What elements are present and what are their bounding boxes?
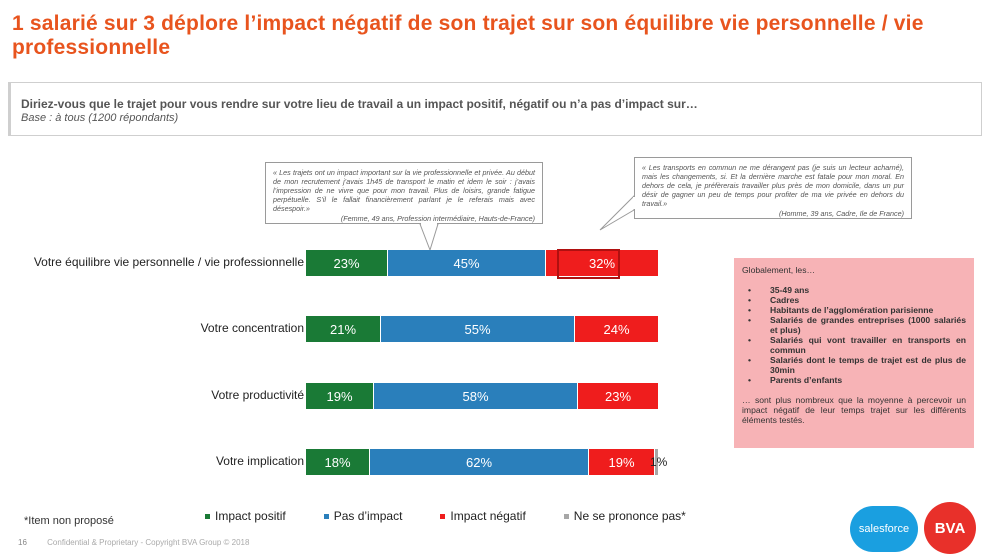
bar-no-answer — [654, 449, 658, 475]
bar-row: 21% 55% 24% — [306, 316, 658, 342]
bar-positive: 21% — [306, 316, 380, 342]
legend-swatch — [563, 513, 569, 519]
bar-negative: 32% — [545, 250, 658, 276]
legend-item: Pas d’impact — [323, 509, 403, 523]
bar-negative: 19% — [588, 449, 654, 475]
quote-author-2: (Homme, 39 ans, Cadre, Ile de France) — [778, 209, 904, 218]
insight-intro: Globalement, les… — [742, 265, 816, 275]
legend-item: Ne se prononce pas* — [563, 509, 686, 523]
highlight-frame — [557, 249, 620, 279]
copyright-text: Confidential & Proprietary - Copyright B… — [47, 538, 250, 547]
question-box: Diriez-vous que le trajet pour vous rend… — [8, 82, 982, 136]
bar-negative: 24% — [574, 316, 658, 342]
bar-no-impact: 55% — [380, 316, 574, 342]
page-title: 1 salarié sur 3 déplore l’impact négatif… — [12, 12, 924, 59]
insight-item: Salariés de grandes entreprises (1000 sa… — [742, 315, 966, 335]
quote-box-2: « Les transports en commun ne me dérange… — [634, 157, 912, 219]
bar-no-impact: 62% — [369, 449, 588, 475]
base-text: Base : à tous (1200 répondants) — [21, 112, 179, 124]
insight-item: Parents d’enfants — [742, 375, 966, 385]
quote-pointer-2 — [599, 194, 635, 231]
footer: 16 Confidential & Proprietary - Copyrigh… — [18, 538, 249, 547]
bar-negative: 23% — [577, 383, 658, 409]
question-text: Diriez-vous que le trajet pour vous rend… — [21, 97, 698, 111]
category-label: Votre équilibre vie personnelle / vie pr… — [33, 255, 304, 269]
bar-row: 19% 58% 23% — [306, 383, 658, 409]
insight-list: 35-49 ansCadresHabitants de l’agglomérat… — [742, 285, 966, 385]
bar-positive: 23% — [306, 250, 387, 276]
legend-label: Impact négatif — [450, 509, 526, 523]
quote-box-1: « Les trajets ont un impact important su… — [265, 162, 543, 224]
bar-no-impact: 58% — [373, 383, 577, 409]
bar-no-answer-label: 1% — [650, 455, 668, 469]
bar-row: 23% 45% 32% — [306, 250, 658, 276]
bar-positive: 19% — [306, 383, 373, 409]
legend-label: Ne se prononce pas* — [573, 509, 686, 523]
legend-swatch — [205, 513, 210, 519]
category-label: Votre concentration — [200, 321, 304, 335]
insight-box: Globalement, les… 35-49 ansCadresHabitan… — [734, 258, 974, 448]
quote-text-1: « Les trajets ont un impact important su… — [273, 168, 535, 213]
salesforce-logo: salesforce — [850, 506, 918, 552]
legend-swatch — [440, 513, 446, 519]
category-label: Votre implication — [215, 454, 304, 468]
quote-pointer-1 — [419, 223, 439, 252]
legend-item: Impact négatif — [440, 509, 526, 523]
quote-author-1: (Femme, 49 ans, Profession intermédiaire… — [340, 214, 535, 223]
bva-logo: BVA — [924, 502, 976, 554]
bar-positive: 18% — [306, 449, 369, 475]
legend-label: Pas d’impact — [333, 509, 403, 523]
insight-item: Salariés qui vont travailler en transpor… — [742, 335, 966, 355]
category-label: Votre productivité — [211, 388, 304, 402]
legend-swatch — [323, 513, 329, 519]
page-number: 16 — [18, 538, 27, 547]
insight-item: Cadres — [742, 295, 966, 305]
legend-item: Impact positif — [205, 509, 286, 523]
bar-no-impact: 45% — [387, 250, 545, 276]
insight-outro: … sont plus nombreux que la moyenne à pe… — [742, 395, 966, 425]
quote-text-2: « Les transports en commun ne me dérange… — [642, 163, 904, 208]
insight-item: Salariés dont le temps de trajet est de … — [742, 355, 966, 375]
legend-label: Impact positif — [215, 509, 286, 523]
footnote: *Item non proposé — [24, 515, 114, 527]
insight-item: Habitants de l’agglomération parisienne — [742, 305, 966, 315]
chart-legend: Impact positif Pas d’impact Impact négatif… — [205, 509, 724, 523]
bar-row: 18% 62% 19% — [306, 449, 658, 475]
insight-item: 35-49 ans — [742, 285, 966, 295]
